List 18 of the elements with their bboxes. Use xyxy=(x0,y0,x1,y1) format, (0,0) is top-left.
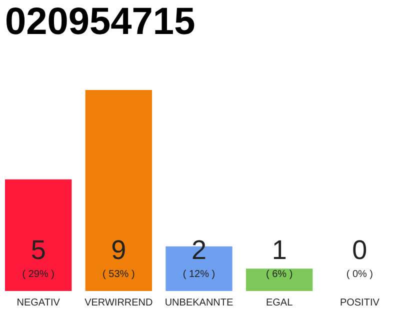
x-tick-label: EGAL xyxy=(266,298,294,308)
x-tick-label: VERWIRREND xyxy=(84,298,153,308)
bar xyxy=(246,268,313,291)
x-tick-label: POSITIV xyxy=(340,298,380,308)
bar xyxy=(5,179,72,291)
chart-title: 020954715 xyxy=(5,1,196,43)
annotation: ( 6% ) xyxy=(266,269,293,280)
data-label: 1 xyxy=(272,235,287,265)
x-tick-label: UNBEKANNTE xyxy=(164,298,234,308)
data-label: 9 xyxy=(111,235,126,265)
bar xyxy=(85,90,152,291)
data-label: 0 xyxy=(352,235,368,265)
annotation: ( 12% ) xyxy=(182,269,216,280)
data-label: 5 xyxy=(30,235,46,265)
annotation: ( 0% ) xyxy=(346,269,373,280)
x-tick-label: NEGATIV xyxy=(16,298,60,308)
annotation: ( 53% ) xyxy=(102,269,135,280)
annotation: ( 29% ) xyxy=(22,269,54,280)
